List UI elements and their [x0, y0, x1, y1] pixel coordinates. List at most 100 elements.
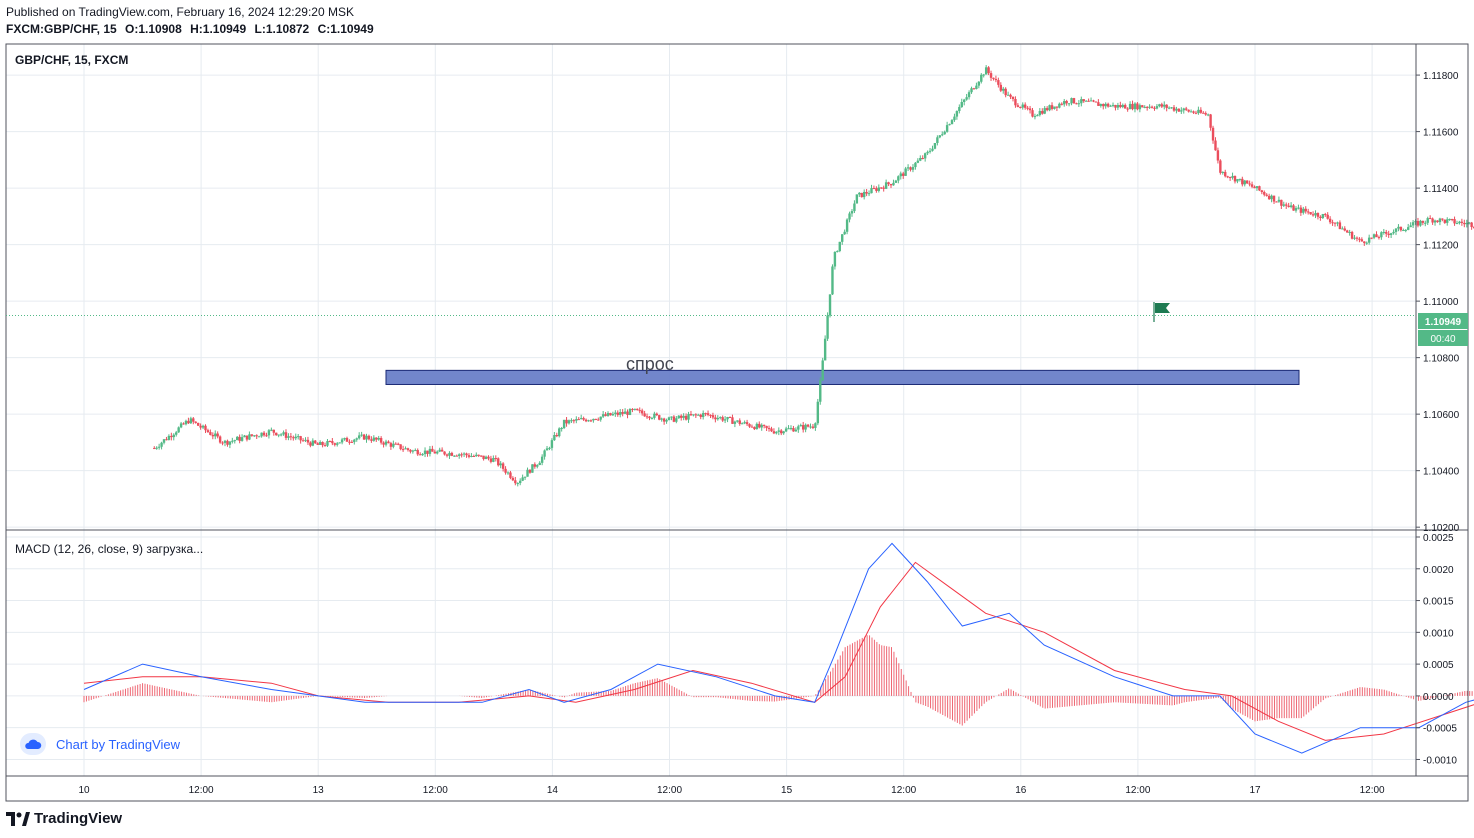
candle-up	[1419, 220, 1422, 226]
candle-down	[1233, 175, 1237, 182]
candle-down	[1119, 105, 1122, 108]
candle-down	[1343, 228, 1346, 231]
candle-up	[1455, 223, 1459, 225]
candle-up	[1302, 208, 1305, 213]
candle-down	[153, 448, 156, 450]
macd-layer	[83, 542, 1474, 754]
candle-down	[555, 435, 558, 437]
candle-down	[1431, 218, 1434, 223]
candle-up	[1063, 101, 1066, 105]
candle-up	[162, 439, 166, 443]
candle-down	[1204, 113, 1207, 115]
candle-up	[843, 231, 846, 235]
candle-up	[977, 81, 981, 86]
candle-up	[311, 440, 315, 446]
candle-up	[1182, 108, 1185, 111]
candle-up	[1297, 207, 1300, 209]
candle-up	[789, 428, 793, 430]
candle-up	[1294, 208, 1298, 211]
candle-down	[501, 463, 505, 469]
candle-up	[523, 476, 527, 478]
candle-down	[1114, 104, 1117, 108]
candle-up	[257, 436, 261, 438]
candle-down	[1441, 218, 1444, 220]
macd-signal-line	[83, 561, 1474, 741]
candle-down	[728, 417, 732, 419]
candle-up	[848, 213, 851, 220]
candle-down	[1009, 94, 1012, 97]
candle-down	[621, 412, 624, 414]
candle-up	[550, 440, 554, 448]
time-tick-label: 10	[78, 785, 90, 796]
tradingview-logo-icon	[6, 811, 30, 826]
candle-down	[604, 414, 607, 416]
candle-up	[816, 401, 820, 424]
candle-down	[445, 454, 449, 456]
candle-down	[1375, 234, 1378, 238]
candle-up	[384, 441, 388, 445]
close-label: C:	[317, 22, 331, 36]
candle-down	[1028, 108, 1032, 111]
candle-down	[645, 416, 649, 418]
macd-tick-label: -0.0010	[1423, 755, 1457, 766]
candle-down	[272, 429, 275, 433]
candle-down	[1141, 105, 1144, 108]
candle-up	[980, 74, 983, 82]
candle-down	[1346, 230, 1349, 233]
candle-up	[953, 116, 956, 121]
candle-up	[287, 436, 290, 438]
candle-up	[884, 182, 888, 189]
candle-down	[1041, 111, 1044, 114]
candle-up	[809, 426, 812, 428]
candle-up	[736, 420, 739, 422]
candle-down	[872, 188, 876, 190]
candle-down	[1160, 104, 1164, 107]
candle-down	[1019, 106, 1022, 108]
close-value: 1.10949	[330, 22, 374, 36]
candle-down	[1385, 231, 1388, 234]
candle-down	[1248, 183, 1251, 185]
candle-down	[1145, 106, 1149, 108]
candle-up	[667, 417, 671, 420]
candle-up	[167, 435, 171, 440]
candle-up	[726, 417, 729, 420]
candle-down	[1309, 212, 1312, 215]
candle-up	[1038, 111, 1042, 116]
candle-up	[1163, 104, 1166, 107]
candle-down	[1267, 195, 1271, 200]
demand-zone[interactable]	[385, 369, 1300, 385]
candle-up	[1036, 115, 1039, 117]
candle-down	[1326, 214, 1329, 219]
candle-down	[772, 431, 776, 434]
flag-icon[interactable]	[1153, 302, 1170, 322]
footer-logo[interactable]: TradingView	[6, 810, 122, 827]
candle-up	[755, 423, 759, 430]
candle-down	[1082, 99, 1085, 102]
candle-up	[1033, 116, 1037, 118]
candle-up	[923, 153, 927, 159]
candle-up	[906, 167, 910, 169]
candle-down	[1250, 184, 1254, 187]
candle-down	[479, 455, 483, 457]
candle-down	[1280, 199, 1283, 206]
candle-down	[1460, 221, 1464, 223]
candle-up	[733, 421, 737, 424]
macd-tick-label: 0.0010	[1423, 628, 1454, 639]
candle-down	[399, 444, 402, 450]
candle-up	[1282, 204, 1285, 206]
candle-down	[1199, 109, 1203, 113]
candle-up	[575, 419, 578, 421]
candle-down	[394, 443, 397, 445]
zone-label: спрос	[626, 354, 674, 374]
published-note: Published on TradingView.com, February 1…	[6, 5, 354, 19]
tradingview-watermark[interactable]: Chart by TradingView	[20, 733, 180, 755]
candle-down	[582, 418, 585, 420]
candle-down	[192, 418, 195, 422]
candle-up	[723, 419, 727, 421]
candle-up	[177, 427, 180, 433]
time-tick-label: 12:00	[657, 785, 682, 796]
candle-up	[336, 443, 339, 445]
open-value: 1.10908	[138, 22, 182, 36]
candle-up	[975, 85, 978, 90]
